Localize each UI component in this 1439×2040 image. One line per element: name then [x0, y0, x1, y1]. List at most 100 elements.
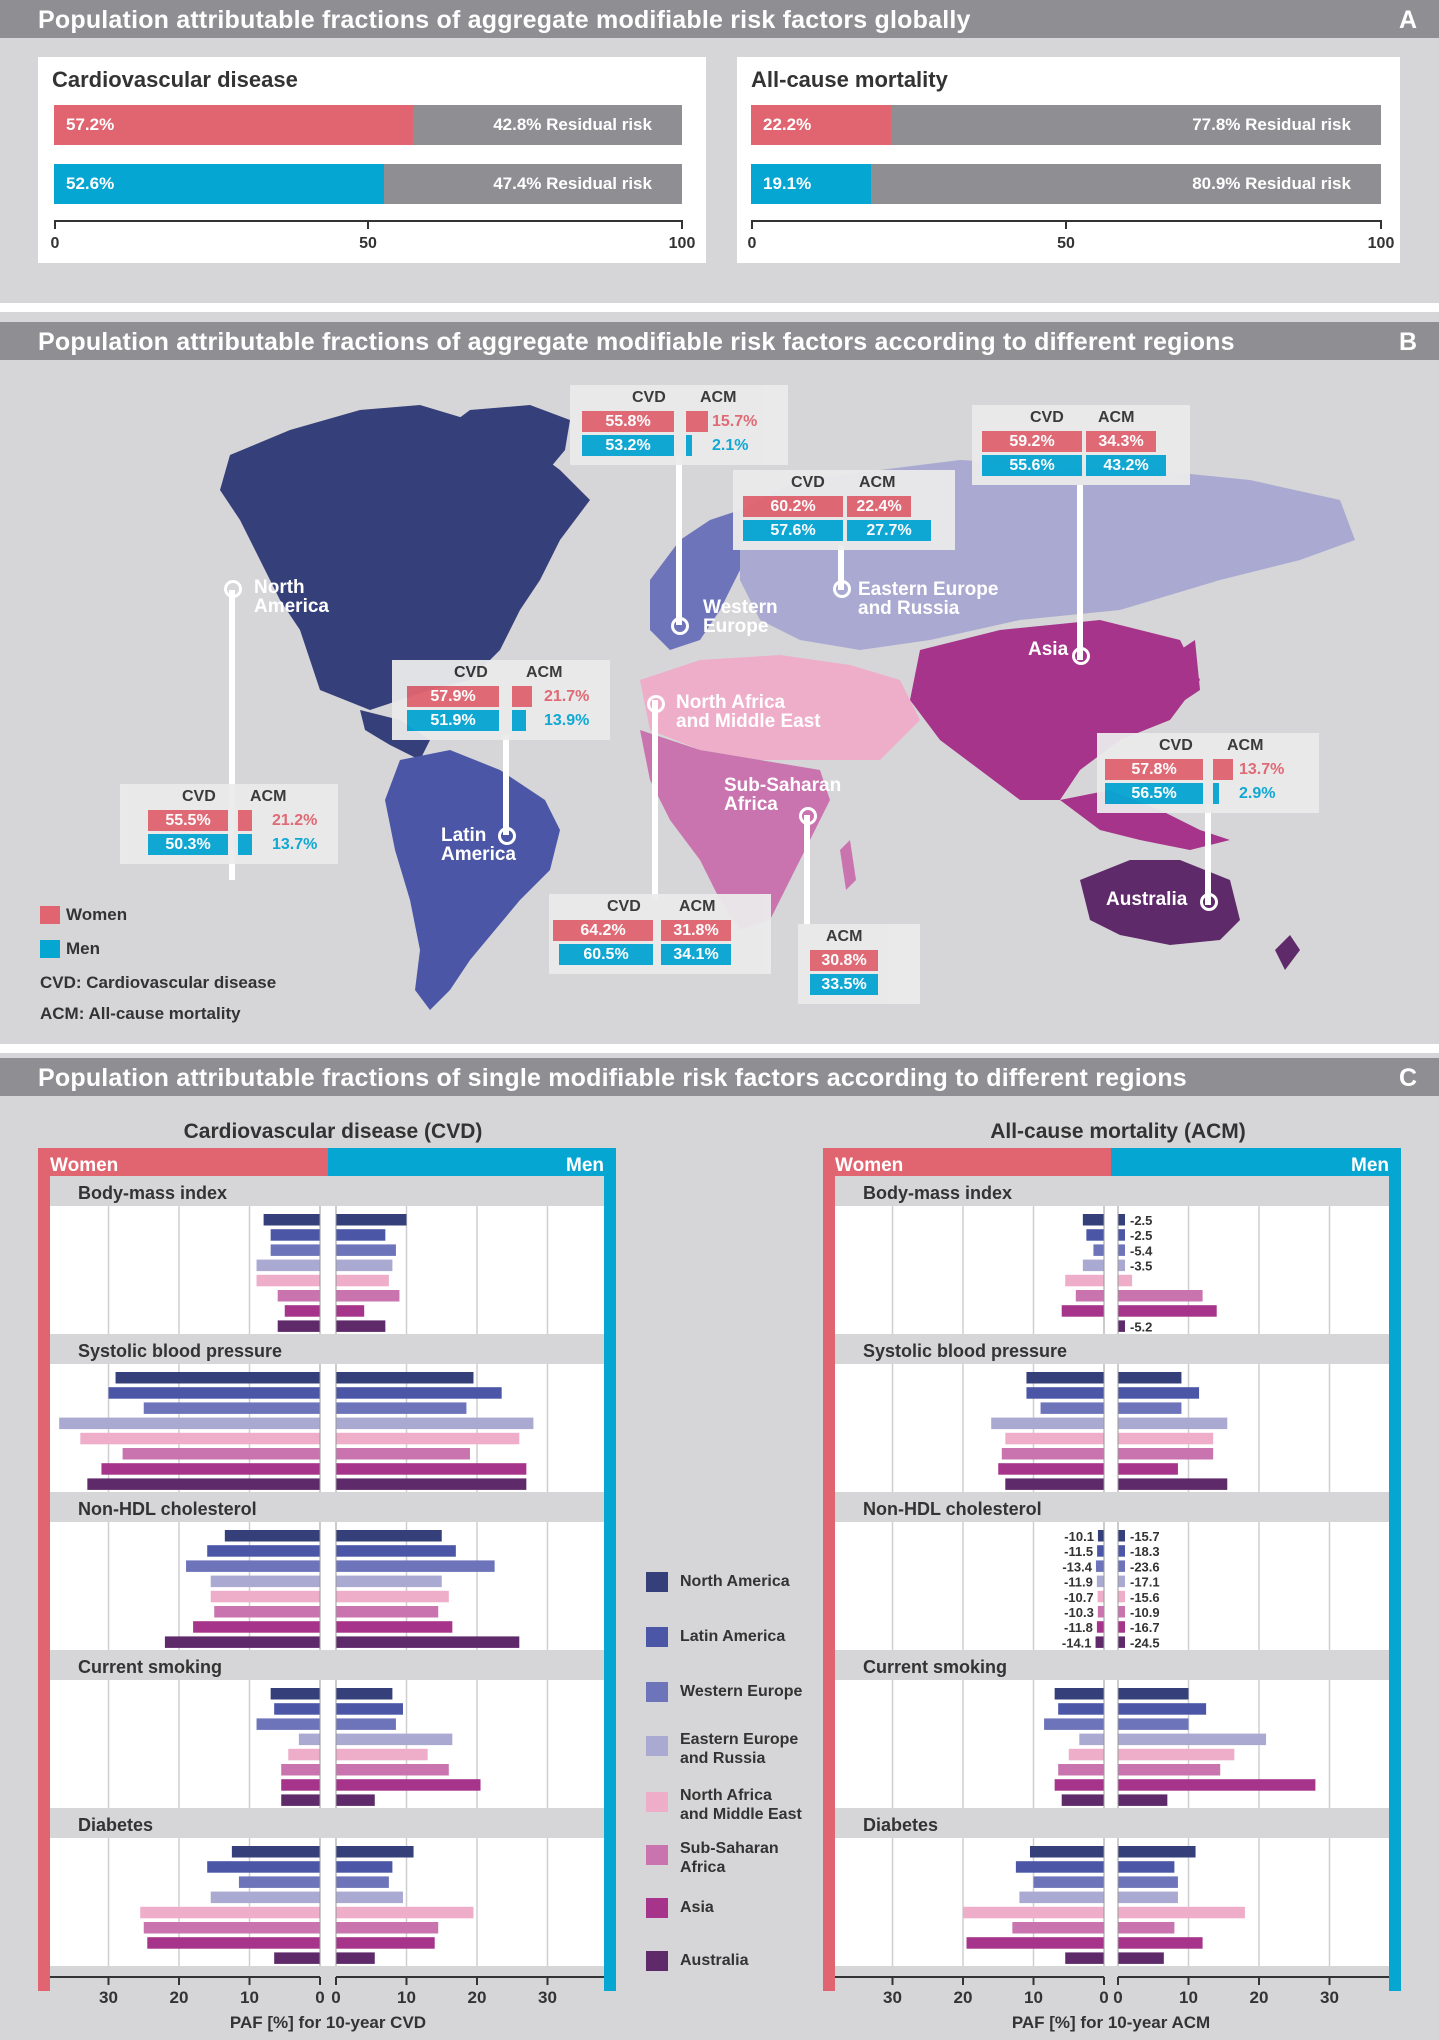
cvd-bar-women	[87, 1478, 320, 1490]
cvd-x-axis-label: PAF [%] for 10-year CVD	[230, 2013, 426, 2032]
acm-bar-men	[1118, 1448, 1214, 1460]
acm-bar-women	[1086, 1229, 1104, 1241]
marker-north-america	[224, 580, 242, 598]
cvd-bar-women	[277, 1290, 320, 1302]
label-north-africa-l2: and Middle East	[676, 711, 821, 732]
acm-bar-women	[1082, 1214, 1104, 1226]
cvd-bar-men	[336, 1320, 386, 1332]
acm-bar-women	[1068, 1748, 1104, 1761]
region-legend-label: North Africa	[680, 1787, 772, 1804]
card-acm-head: ACM	[700, 389, 737, 406]
acm-group-label: Body-mass index	[863, 1183, 1012, 1203]
acm-men-residual-label: 80.9% Residual risk	[1192, 174, 1351, 193]
card-cvd-head: CVD	[182, 788, 216, 805]
acm-label-men: -23.6	[1130, 1559, 1160, 1574]
acm-women-label: 22.2%	[763, 115, 812, 134]
acm-bar-women	[966, 1937, 1104, 1949]
cvd-bar-women	[186, 1560, 320, 1572]
cvd-bar-men	[336, 1214, 407, 1226]
acm-group-area	[835, 1522, 1389, 1650]
acm-bar-women	[1058, 1764, 1104, 1776]
marker-north-africa	[647, 695, 665, 713]
label-asia-l1: Asia	[1028, 639, 1069, 660]
cvd-tick-label-left: 30	[99, 1988, 118, 2007]
label-latin-america-l2: America	[441, 844, 516, 865]
acm-bar-women	[1079, 1733, 1104, 1746]
cvd-women-rail	[38, 1176, 50, 1991]
cvd-tick-label-left: 0	[315, 1988, 324, 2007]
card-australia: CVD ACM 57.8% 56.5% 13.7% 2.9%	[1097, 733, 1319, 813]
region-legend-swatch	[646, 1845, 668, 1865]
label-latin-america-l1: Latin	[441, 825, 487, 846]
acm-men-bar: 19.1%	[751, 164, 872, 204]
acm-men-label: 19.1%	[763, 174, 812, 193]
acm-bar-women	[1097, 1545, 1104, 1557]
acm-bar-men	[1118, 1922, 1175, 1934]
card-acm-women: 21.7%	[544, 688, 590, 705]
marker-western-europe	[671, 617, 689, 635]
card-acm-women-stub	[512, 686, 532, 707]
cvd-bar-women	[270, 1688, 320, 1700]
card-cvd-men: 57.6%	[743, 520, 843, 541]
card-cvd-men: 60.5%	[559, 944, 653, 965]
label-north-america: North America	[254, 578, 329, 616]
cvd-bar-men	[336, 1906, 474, 1919]
card-cvd-head: CVD	[454, 664, 488, 681]
acm-global-box: All-cause mortality 22.2% 77.8% Residual…	[737, 57, 1400, 263]
cvd-bar-men	[336, 1387, 502, 1399]
cvd-bar-women	[164, 1636, 320, 1648]
cvd-men-strip	[328, 1148, 616, 1176]
label-western-europe-l1: Western	[703, 597, 778, 618]
cvd-bar-men	[336, 1748, 428, 1761]
card-north-america: CVD ACM 55.5% 50.3% 21.2% 13.7%	[120, 784, 338, 864]
marker-australia	[1200, 893, 1218, 911]
acm-men-label: Men	[1351, 1155, 1389, 1176]
acm-bar-men	[1118, 1244, 1125, 1256]
card-acm-head: ACM	[679, 898, 716, 915]
cvd-bar-women	[274, 1952, 320, 1964]
acm-x-axis-label: PAF [%] for 10-year ACM	[1012, 2013, 1210, 2032]
cvd-bar-men	[336, 1636, 520, 1648]
cvd-bar-men	[336, 1764, 449, 1776]
cvd-bar-women	[143, 1922, 320, 1934]
panel-c-title: Population attributable fractions of sin…	[38, 1064, 1187, 1092]
card-acm-head: ACM	[526, 664, 563, 681]
cvd-bar-women	[108, 1387, 320, 1399]
cvd-bar-men	[336, 1846, 414, 1858]
acm-bar-men	[1118, 1952, 1164, 1964]
card-acm-men: 13.9%	[544, 712, 590, 729]
cvd-bar-women	[210, 1891, 320, 1904]
card-acm-women: 21.2%	[272, 812, 318, 829]
cvd-tick-label-right: 0	[331, 1988, 340, 2007]
cvd-bar-men	[336, 1876, 389, 1888]
card-acm-women: 30.8%	[810, 950, 878, 971]
cvd-bar-men	[336, 1937, 435, 1949]
cvd-bar-men	[336, 1575, 442, 1588]
cvd-bar-women	[207, 1545, 320, 1557]
acm-label-men: -2.5	[1130, 1228, 1152, 1243]
acm-bar-men	[1118, 1372, 1182, 1384]
acm-group-header	[835, 1334, 1389, 1364]
panel-c-header: Population attributable fractions of sin…	[0, 1058, 1439, 1096]
acm-tick-label-right: 20	[1250, 1988, 1269, 2007]
label-western-europe: Western Europe	[703, 598, 778, 636]
cvd-bar-men	[336, 1733, 453, 1746]
cvd-bar-women	[101, 1463, 320, 1475]
acm-bar-women	[1026, 1372, 1104, 1384]
acm-bar-men	[1118, 1530, 1125, 1542]
region-legend-label: and Russia	[680, 1750, 765, 1767]
cvd-bar-men	[336, 1688, 393, 1700]
acm-bar-women	[1005, 1478, 1104, 1490]
acm-group-header	[835, 1492, 1389, 1522]
acm-bar-men	[1118, 1229, 1125, 1241]
cvd-bar-men	[336, 1305, 365, 1317]
acm-women-strip	[823, 1148, 1111, 1176]
cvd-bar-men	[336, 1432, 520, 1445]
card-cvd-men: 51.9%	[407, 710, 499, 731]
acm-global-title: All-cause mortality	[751, 67, 948, 92]
region-legend-label: Western Europe	[680, 1683, 803, 1700]
acm-bar-men	[1118, 1560, 1125, 1572]
cvd-men-label: 52.6%	[66, 174, 115, 193]
cvd-tick-label-right: 30	[538, 1988, 557, 2007]
acm-bar-women	[1075, 1290, 1104, 1302]
